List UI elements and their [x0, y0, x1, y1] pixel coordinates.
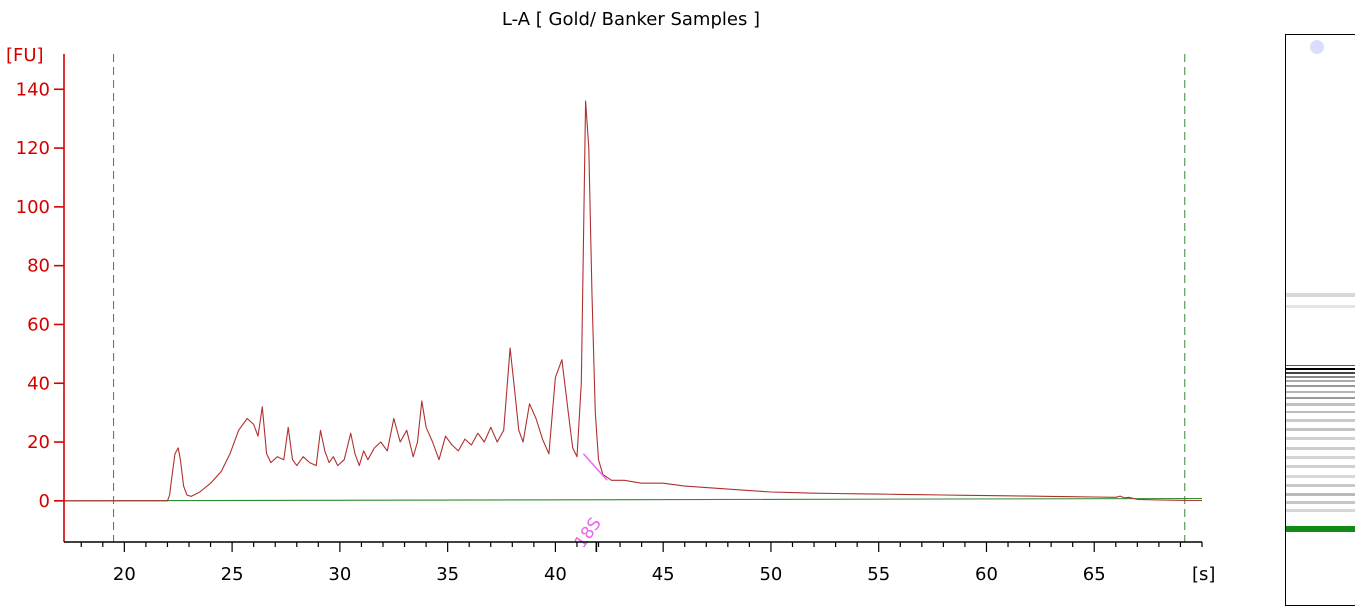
x-tick-label: 30	[328, 564, 351, 585]
gel-band	[1286, 475, 1355, 478]
gel-band	[1286, 365, 1355, 366]
gel-band	[1286, 305, 1355, 308]
gel-band	[1286, 397, 1355, 399]
x-tick-label: 20	[113, 564, 136, 585]
gel-band	[1286, 447, 1355, 450]
gel-band	[1286, 380, 1355, 382]
y-axis-unit: [FU]	[6, 45, 44, 66]
gel-band	[1286, 411, 1355, 413]
gel-band	[1286, 372, 1355, 374]
y-tick-label: 140	[16, 79, 50, 100]
chart-title: L-A [ Gold/ Banker Samples ]	[502, 9, 760, 30]
x-tick-label: 45	[652, 564, 675, 585]
peak-annotation: 18S	[571, 453, 608, 552]
y-tick-label: 80	[27, 256, 50, 277]
gel-band	[1286, 509, 1355, 512]
x-tick-label: 50	[759, 564, 782, 585]
gel-lane-image	[1285, 34, 1355, 606]
gel-band	[1286, 428, 1355, 431]
series-layer	[63, 100, 1203, 502]
gel-band	[1286, 385, 1355, 387]
gel-band	[1286, 493, 1355, 496]
y-axis-ticks: 0 20 40 60 80 100 120 140	[16, 79, 64, 512]
series-line-0	[64, 100, 1203, 502]
gel-band	[1286, 456, 1355, 459]
y-tick-label: 40	[27, 373, 50, 394]
series-line-1	[63, 497, 1203, 502]
x-tick-label: 60	[975, 564, 998, 585]
gel-band	[1286, 419, 1355, 422]
x-tick-label: 55	[867, 564, 890, 585]
gel-band	[1286, 376, 1355, 378]
gel-band	[1286, 484, 1355, 487]
y-tick-label: 120	[16, 138, 50, 159]
x-tick-label: 40	[544, 564, 567, 585]
x-tick-label: 35	[436, 564, 459, 585]
x-axis-unit: [s]	[1192, 564, 1215, 585]
y-tick-label: 20	[27, 432, 50, 453]
x-tick-label: 65	[1083, 564, 1106, 585]
gel-lower-marker-band	[1286, 526, 1355, 532]
gel-band	[1286, 368, 1355, 370]
x-axis-ticks: 20 25 30 35 40 45 50 55 60 65	[80, 542, 1203, 585]
y-tick-label: 0	[39, 491, 50, 512]
marker-lines	[113, 54, 1186, 542]
peak-label: 18S	[571, 514, 606, 552]
gel-band	[1286, 437, 1355, 440]
x-tick-label: 25	[221, 564, 244, 585]
gel-band	[1286, 391, 1355, 393]
gel-band	[1286, 403, 1355, 406]
peak-baseline-line	[582, 453, 608, 481]
electropherogram-chart: L-A [ Gold/ Banker Samples ] 18S 0 20 40 60…	[6, 9, 1215, 585]
gel-band	[1286, 465, 1355, 468]
gel-band	[1286, 501, 1355, 504]
lane-marker-dot	[1310, 40, 1324, 54]
y-tick-label: 100	[16, 197, 50, 218]
y-tick-label: 60	[27, 314, 50, 335]
gel-band	[1286, 293, 1355, 297]
